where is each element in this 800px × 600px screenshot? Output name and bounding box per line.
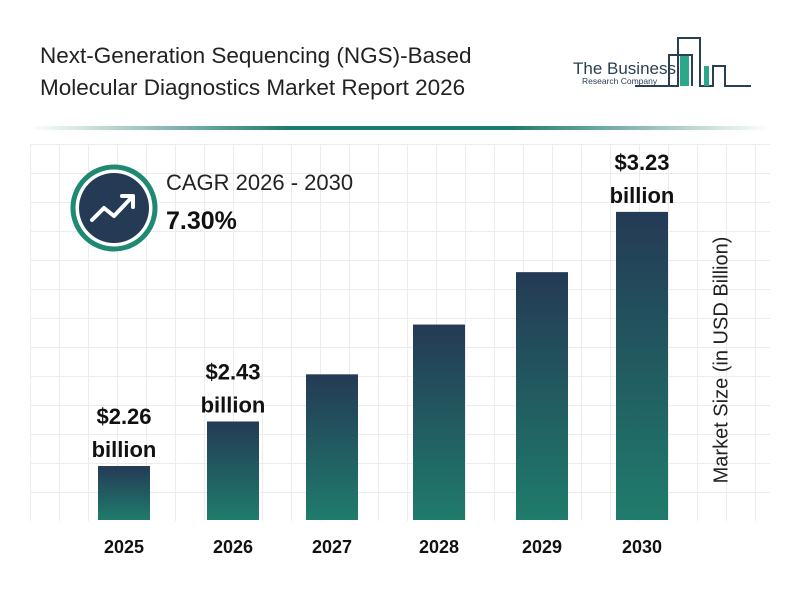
bar-2030 [616,211,668,520]
data-label: billion [201,392,266,417]
x-tick-label: 2029 [522,537,562,557]
y-axis-label: Market Size (in USD Billion) [710,236,733,484]
cagr-label: CAGR 2026 - 2030 [166,170,354,195]
bar-2029 [516,272,568,520]
title-line-1: Next-Generation Sequencing (NGS)-Based [40,43,472,68]
logo-line-1: The Business [573,59,676,78]
divider [30,126,770,130]
data-label: $2.43 [205,359,260,384]
x-tick-label: 2027 [312,537,352,557]
page-title: Next-Generation Sequencing (NGS)-Based Mo… [40,40,471,104]
x-tick-label: 2028 [419,537,459,557]
bar-2026 [207,421,259,520]
x-tick-label: 2026 [213,537,253,557]
title-line-2: Molecular Diagnostics Market Report 2026 [40,75,466,100]
data-label: $3.23 [614,150,669,175]
company-logo: The Business Research Company [573,37,751,87]
x-tick-label: 2030 [622,537,662,557]
bar-2025 [98,466,150,520]
logo-line-2: Research Company [582,76,658,86]
bar-2028 [413,324,465,520]
bar-2027 [306,374,358,520]
trending-up-icon [70,164,158,252]
cagr-value: 7.30% [166,207,237,235]
data-label: billion [92,437,157,462]
x-tick-label: 2025 [104,537,144,557]
data-label: billion [610,183,675,208]
data-label: $2.26 [96,404,151,429]
